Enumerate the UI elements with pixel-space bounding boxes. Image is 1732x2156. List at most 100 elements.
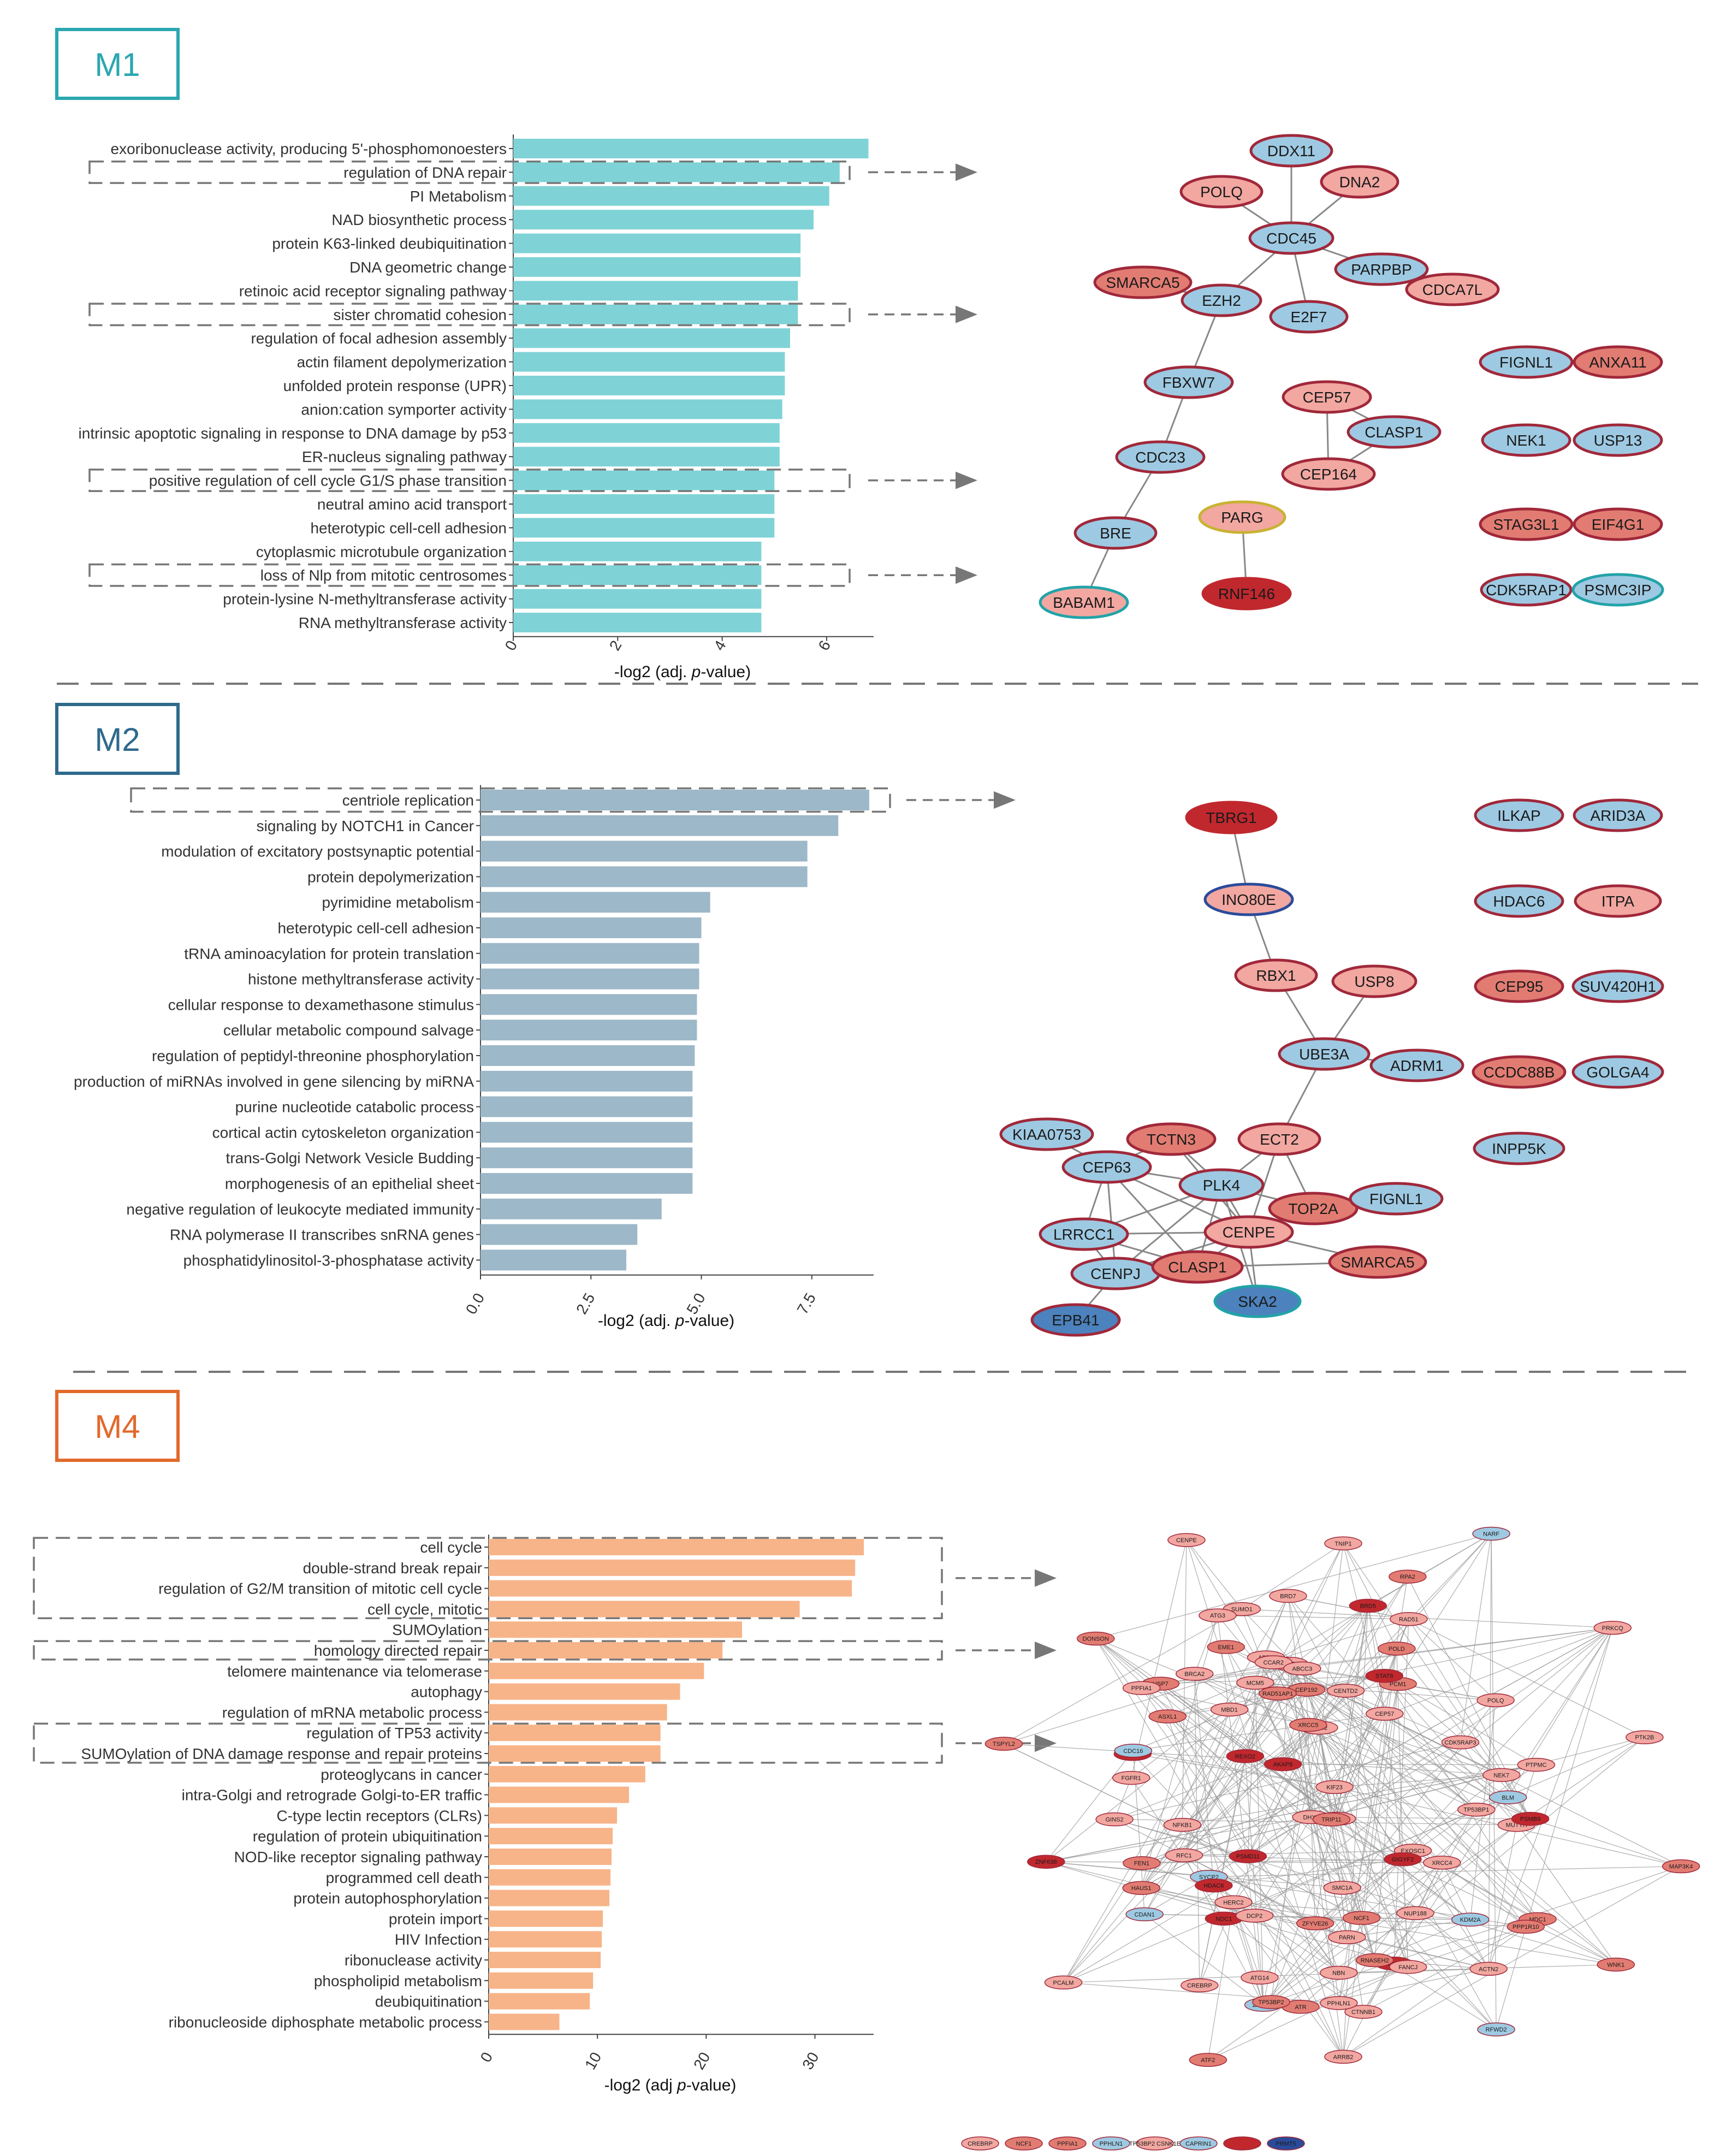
m4-edge xyxy=(1367,1606,1385,1714)
m4-node-label: NCF1 xyxy=(1354,1915,1369,1922)
m2-category-label: cortical actin cytoskeleton organization xyxy=(212,1124,474,1141)
m4-bar xyxy=(489,1972,594,1989)
m4-node-label: MBD1 xyxy=(1221,1707,1238,1713)
m1-node xyxy=(1571,573,1664,607)
m4-node xyxy=(1296,1916,1334,1930)
m4-edge xyxy=(1491,1533,1497,2030)
m1-node xyxy=(1334,252,1429,286)
m4-edge xyxy=(1217,1615,1309,1725)
m1-node xyxy=(1573,345,1663,379)
m4-edge xyxy=(1319,1727,1538,1920)
m4-edge xyxy=(1488,1825,1517,1969)
m4-legend-node xyxy=(1136,2136,1174,2151)
m4-node-label: POLQ xyxy=(1487,1698,1504,1704)
m1-node-label: PSMC3IP xyxy=(1585,582,1652,599)
m1-node-label: CDK5RAP1 xyxy=(1486,582,1567,599)
m4-category-label: NOD-like receptor signaling pathway xyxy=(234,1849,482,1865)
m1-node-label: PARG xyxy=(1221,509,1263,526)
m4-node-label: WNK1 xyxy=(1607,1962,1624,1968)
m2-bar xyxy=(481,994,697,1015)
m4-category-label: cell cycle, mitotic xyxy=(367,1601,482,1618)
m1-arrow-head xyxy=(956,305,977,323)
m4-edge xyxy=(1368,1533,1492,1606)
m1-node xyxy=(1320,165,1399,199)
m1-x-axis-label-p: p xyxy=(691,663,701,681)
m1-bar xyxy=(513,162,840,182)
m4-edge xyxy=(1345,1606,1368,1691)
m1-bar xyxy=(513,210,814,230)
m1-highlight-box xyxy=(88,469,851,493)
m4-bar xyxy=(489,1786,629,1803)
m4-legend-label: PRMT5 xyxy=(1276,2141,1296,2147)
m4-edge xyxy=(1310,1817,1348,1938)
m2-node-label: USP8 xyxy=(1354,973,1394,990)
m4-node-label: SMC1A xyxy=(1332,1885,1353,1892)
m1-node-label: EZH2 xyxy=(1202,292,1241,309)
m4-edge xyxy=(1046,1764,1537,1862)
m4-edge xyxy=(1460,1742,1616,1965)
m4-category-label: autophagy xyxy=(411,1684,482,1701)
m2-category-label: heterotypic cell-cell adhesion xyxy=(277,920,474,937)
m4-node-label: PPP1R10 xyxy=(1512,1924,1539,1930)
m4-bar xyxy=(489,1910,603,1927)
m4-x-axis-label-p: p xyxy=(677,2076,686,2094)
m4-node-label: ATG14 xyxy=(1250,1975,1269,1981)
m2-node xyxy=(1178,1168,1265,1202)
m1-bar xyxy=(513,139,869,158)
m1-category-label: heterotypic cell-cell adhesion xyxy=(310,519,507,536)
m1-node xyxy=(1039,585,1129,619)
m4-category-label: regulation of TP53 activity xyxy=(306,1725,482,1742)
m4-edge xyxy=(1338,1809,1477,2004)
m4-edge xyxy=(1271,1825,1517,2003)
m2-category-label: purine nucleotide catabolic process xyxy=(235,1099,474,1116)
m4-edge xyxy=(1141,1615,1218,1888)
m4-edge xyxy=(1488,1627,1613,1969)
m4-edge xyxy=(1442,1862,1471,1920)
m4-category-label: regulation of protein ubiquitination xyxy=(253,1828,482,1845)
m4-node-label: ACTN2 xyxy=(1479,1966,1498,1973)
m4-bar xyxy=(489,1621,743,1638)
m4-node xyxy=(1349,1598,1387,1613)
m2-node xyxy=(1278,1037,1371,1071)
m4-edge xyxy=(1208,1713,1385,1877)
m2-bar xyxy=(481,1198,662,1219)
m4-edge xyxy=(1186,1539,1242,1609)
m4-category-label: ribonuclease activity xyxy=(345,1952,482,1969)
m4-edge xyxy=(1384,1713,1509,1798)
m4-edge xyxy=(1288,1596,1489,1969)
m4-category-label: homology directed repair xyxy=(314,1642,482,1659)
m4-edge xyxy=(1343,1918,1538,2057)
m2-node-label: CCDC88B xyxy=(1484,1064,1555,1081)
m1-node-label: E2F7 xyxy=(1291,309,1327,325)
m4-edge xyxy=(1361,1648,1397,1918)
m4-category-label: phospholipid metabolism xyxy=(314,1973,482,1989)
m4-node xyxy=(1390,1612,1428,1626)
m4-node-label: PSMD11 xyxy=(1236,1853,1260,1860)
m4-node xyxy=(1123,1856,1161,1870)
m4-node xyxy=(1235,1909,1274,1923)
m1-category-label: regulation of focal adhesion assembly xyxy=(251,330,507,347)
m2-node xyxy=(1213,1284,1302,1318)
m4-category-label: intra-Golgi and retrograde Golgi-to-ER t… xyxy=(182,1787,482,1804)
m4-node xyxy=(1122,1681,1161,1695)
m4-edge xyxy=(1266,1657,1477,1810)
m1-bar xyxy=(513,376,785,395)
m4-node xyxy=(1593,1621,1632,1635)
m1-node-label: SMARCA5 xyxy=(1106,274,1179,291)
m4-node-label: GINS2 xyxy=(1106,1817,1124,1823)
m4-edge xyxy=(1167,1716,1348,1938)
m4-node-label: PARN xyxy=(1339,1934,1355,1941)
m1-node-label: PARPBP xyxy=(1351,261,1412,278)
m2-node xyxy=(1126,1122,1217,1156)
m4-category-label: HIV Infection xyxy=(395,1931,482,1948)
m4-node xyxy=(1396,1906,1434,1921)
m4-edge xyxy=(1516,1737,1645,1826)
m1-label-box xyxy=(55,28,180,100)
m4-legend-node xyxy=(1223,2136,1261,2151)
m4-node xyxy=(1378,1642,1416,1656)
m4-node xyxy=(1254,1655,1293,1669)
m2-bar xyxy=(481,943,699,964)
m1-bar xyxy=(513,494,775,514)
m4-edge xyxy=(1408,1619,1531,1819)
m4-node xyxy=(1289,1717,1327,1732)
